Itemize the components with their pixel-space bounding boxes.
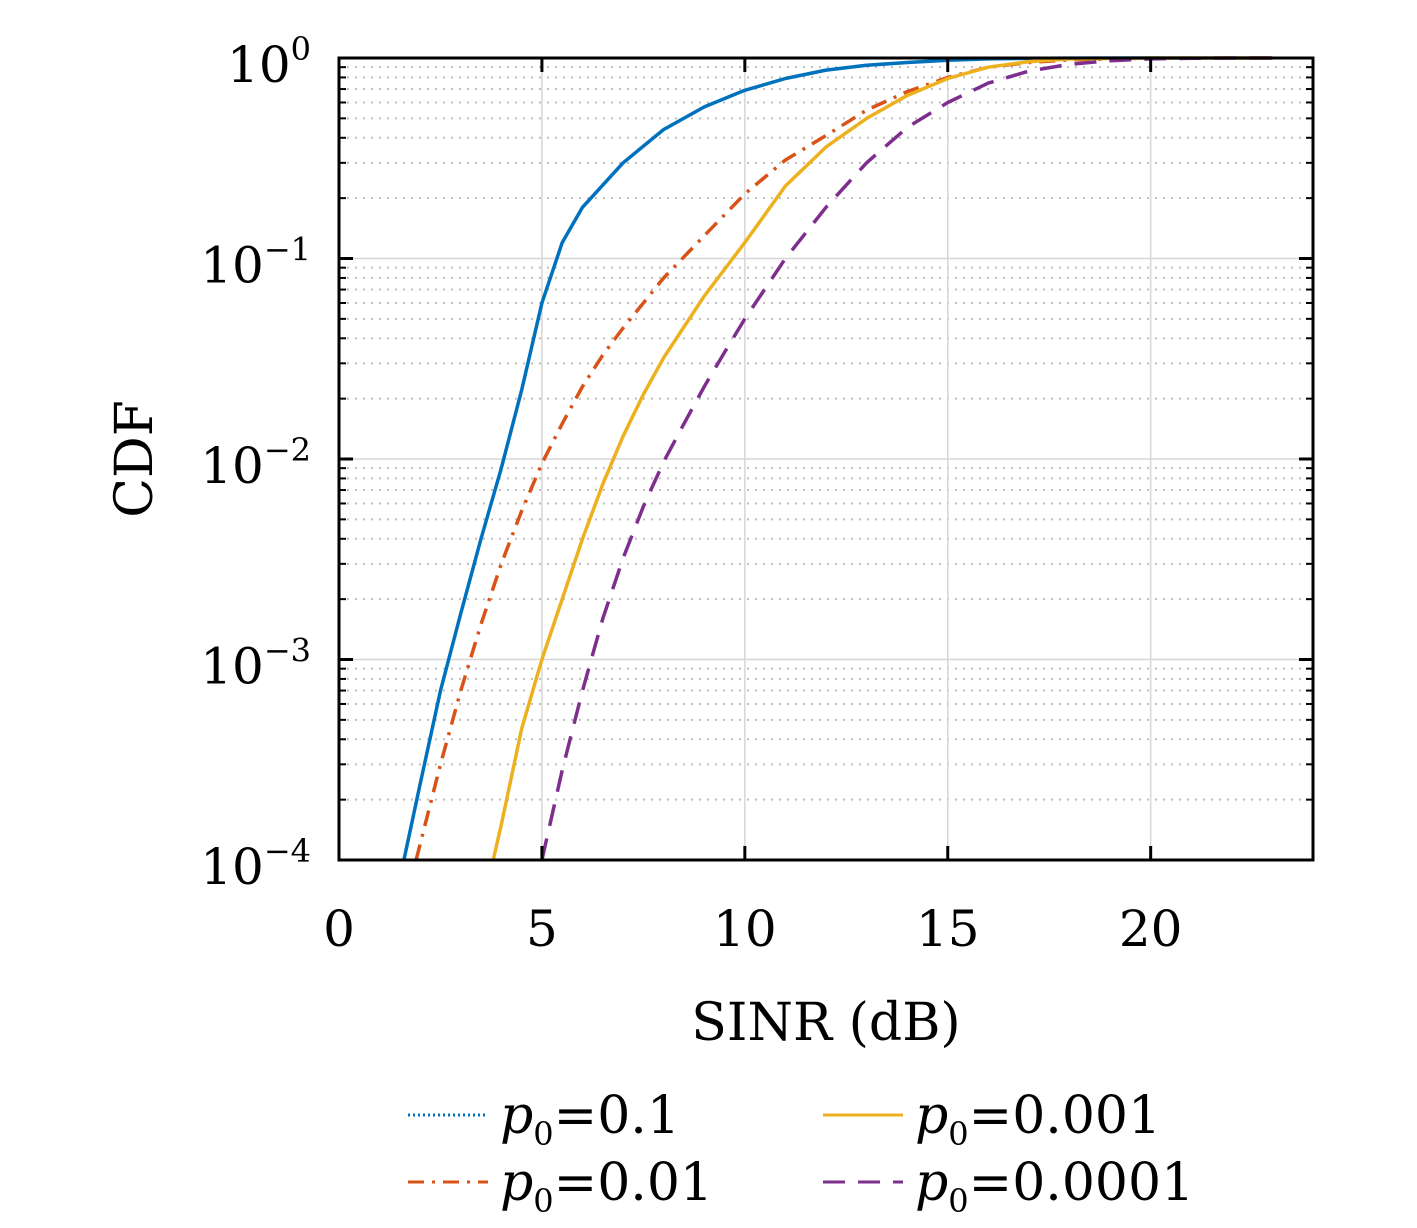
legend-var: p xyxy=(915,1153,948,1213)
x-axis-title: SINR (dB) xyxy=(691,993,960,1053)
y-tick-exponent: −1 xyxy=(264,231,311,269)
y-tick-base: 10 xyxy=(227,36,291,94)
legend-item: p0=0.1 xyxy=(408,1086,680,1153)
legend-value: =0.001 xyxy=(969,1086,1161,1146)
legend-sub: 0 xyxy=(948,1115,968,1153)
legend-label: p0=0.001 xyxy=(915,1086,1161,1153)
y-axis-title: CDF xyxy=(105,400,165,518)
legend-var: p xyxy=(500,1086,533,1146)
legend-var: p xyxy=(500,1153,533,1213)
legend-item: p0=0.0001 xyxy=(823,1153,1194,1220)
y-tick-label: 100 xyxy=(227,30,311,94)
legend-label: p0=0.01 xyxy=(500,1153,713,1220)
x-tick-labels: 0 5 10 15 20 xyxy=(323,900,1182,958)
legend-item: p0=0.01 xyxy=(408,1153,713,1220)
legend-sub: 0 xyxy=(533,1115,553,1153)
y-tick-exponent: −2 xyxy=(264,431,311,469)
legend-label: p0=0.0001 xyxy=(915,1153,1194,1220)
legend-var: p xyxy=(915,1086,948,1146)
y-tick-exponent: −3 xyxy=(264,632,311,670)
legend-value: =0.0001 xyxy=(969,1153,1195,1213)
x-tick-label: 0 xyxy=(323,900,355,958)
tick-marks xyxy=(337,56,1313,862)
x-tick-label: 10 xyxy=(713,900,777,958)
legend-sub: 0 xyxy=(533,1182,553,1220)
x-tick-label: 15 xyxy=(916,900,980,958)
y-tick-base: 10 xyxy=(200,838,264,896)
series-line-3 xyxy=(491,56,1273,861)
legend-sub: 0 xyxy=(948,1182,968,1220)
y-tick-base: 10 xyxy=(200,638,264,696)
y-tick-base: 10 xyxy=(200,237,264,295)
legend-item: p0=0.001 xyxy=(823,1086,1161,1153)
x-tick-label: 5 xyxy=(526,900,558,958)
y-tick-exponent: 0 xyxy=(291,30,311,68)
y-tick-label: 10−3 xyxy=(200,632,311,696)
legend-value: =0.1 xyxy=(554,1086,680,1146)
y-tick-label: 10−4 xyxy=(200,832,311,896)
y-tick-base: 10 xyxy=(200,437,264,495)
legend-value: =0.01 xyxy=(554,1153,713,1213)
y-tick-exponent: −4 xyxy=(264,832,311,870)
legend-label: p0=0.1 xyxy=(500,1086,680,1153)
y-tick-label: 10−2 xyxy=(200,431,311,495)
x-tick-label: 20 xyxy=(1119,900,1183,958)
grid xyxy=(338,57,1313,861)
series-line-4 xyxy=(540,56,1273,861)
y-tick-label: 10−1 xyxy=(200,231,311,295)
